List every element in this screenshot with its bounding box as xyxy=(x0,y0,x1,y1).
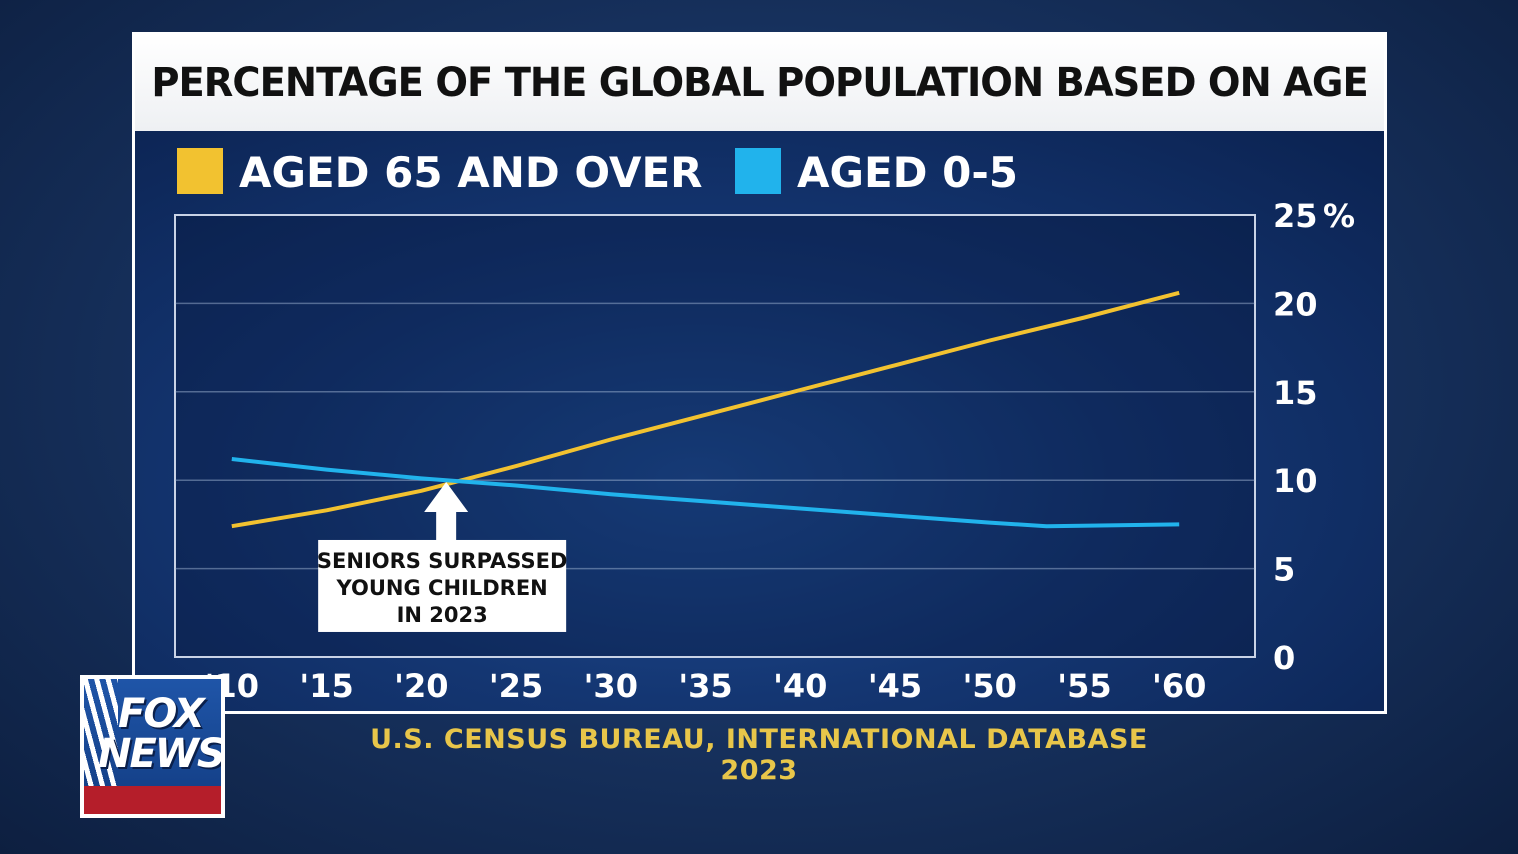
annotation-arrow-icon xyxy=(424,481,469,540)
y-tick-label-15: 15 xyxy=(1273,374,1318,412)
x-tick-label-2030: '30 xyxy=(584,667,638,705)
legend-swatch-aged-65-and-over xyxy=(177,148,223,194)
series-line-aged-65-and-over xyxy=(231,290,1180,529)
x-tick-label-2050: '50 xyxy=(963,667,1017,705)
y-tick-label-5: 5 xyxy=(1273,551,1295,589)
source-caption: U.S. CENSUS BUREAU, INTERNATIONAL DATABA… xyxy=(0,724,1518,786)
x-tick-label-2035: '35 xyxy=(678,667,732,705)
annotation-box xyxy=(318,539,567,632)
chart-frame: PERCENTAGE OF THE GLOBAL POPULATION BASE… xyxy=(132,32,1387,714)
x-tick-label-2020: '20 xyxy=(394,667,448,705)
annotation-line-3: IN 2023 xyxy=(397,603,488,627)
chart-title: PERCENTAGE OF THE GLOBAL POPULATION BASE… xyxy=(151,60,1368,106)
x-tick-label-2015: '15 xyxy=(299,667,353,705)
x-tick-label-2045: '45 xyxy=(868,667,922,705)
chart-panel: 0 5 10 15 20 25% '10'15'20'25'30'35'40'45'50'5… xyxy=(135,131,1384,711)
annotation-line-1: SENIORS SURPASSED xyxy=(317,549,567,573)
y-unit-label: % xyxy=(1323,197,1355,235)
x-tick-label-2025: '25 xyxy=(489,667,543,705)
logo-word-fox: FOX xyxy=(118,691,205,737)
legend-swatch-aged-0-5 xyxy=(735,148,781,194)
y-tick-label-20: 20 xyxy=(1273,285,1318,323)
logo-word-news: NEWS xyxy=(98,731,221,777)
y-tick-label-0: 0 xyxy=(1273,639,1295,677)
x-tick-label-2040: '40 xyxy=(773,667,827,705)
series-line-aged-0-5 xyxy=(231,457,1180,529)
legend-label-aged-65-and-over: AGED 65 AND OVER xyxy=(239,148,702,197)
annotation-line-2: YOUNG CHILDREN xyxy=(336,576,548,600)
logo-band xyxy=(84,786,221,814)
source-line-2: 2023 xyxy=(720,755,798,786)
logo-background: FOX NEWS xyxy=(84,679,221,814)
y-tick-label-10: 10 xyxy=(1273,462,1318,500)
x-tick-label-2060: '60 xyxy=(1152,667,1206,705)
fox-news-logo: FOX NEWS xyxy=(80,675,225,818)
x-tick-label-2055: '55 xyxy=(1057,667,1111,705)
y-tick-label-25: 25 xyxy=(1273,197,1318,235)
title-bar: PERCENTAGE OF THE GLOBAL POPULATION BASE… xyxy=(135,35,1384,131)
legend-label-aged-0-5: AGED 0-5 xyxy=(797,148,1018,197)
source-line-1: U.S. CENSUS BUREAU, INTERNATIONAL DATABA… xyxy=(370,724,1148,755)
logo-stripes-icon xyxy=(84,679,118,789)
